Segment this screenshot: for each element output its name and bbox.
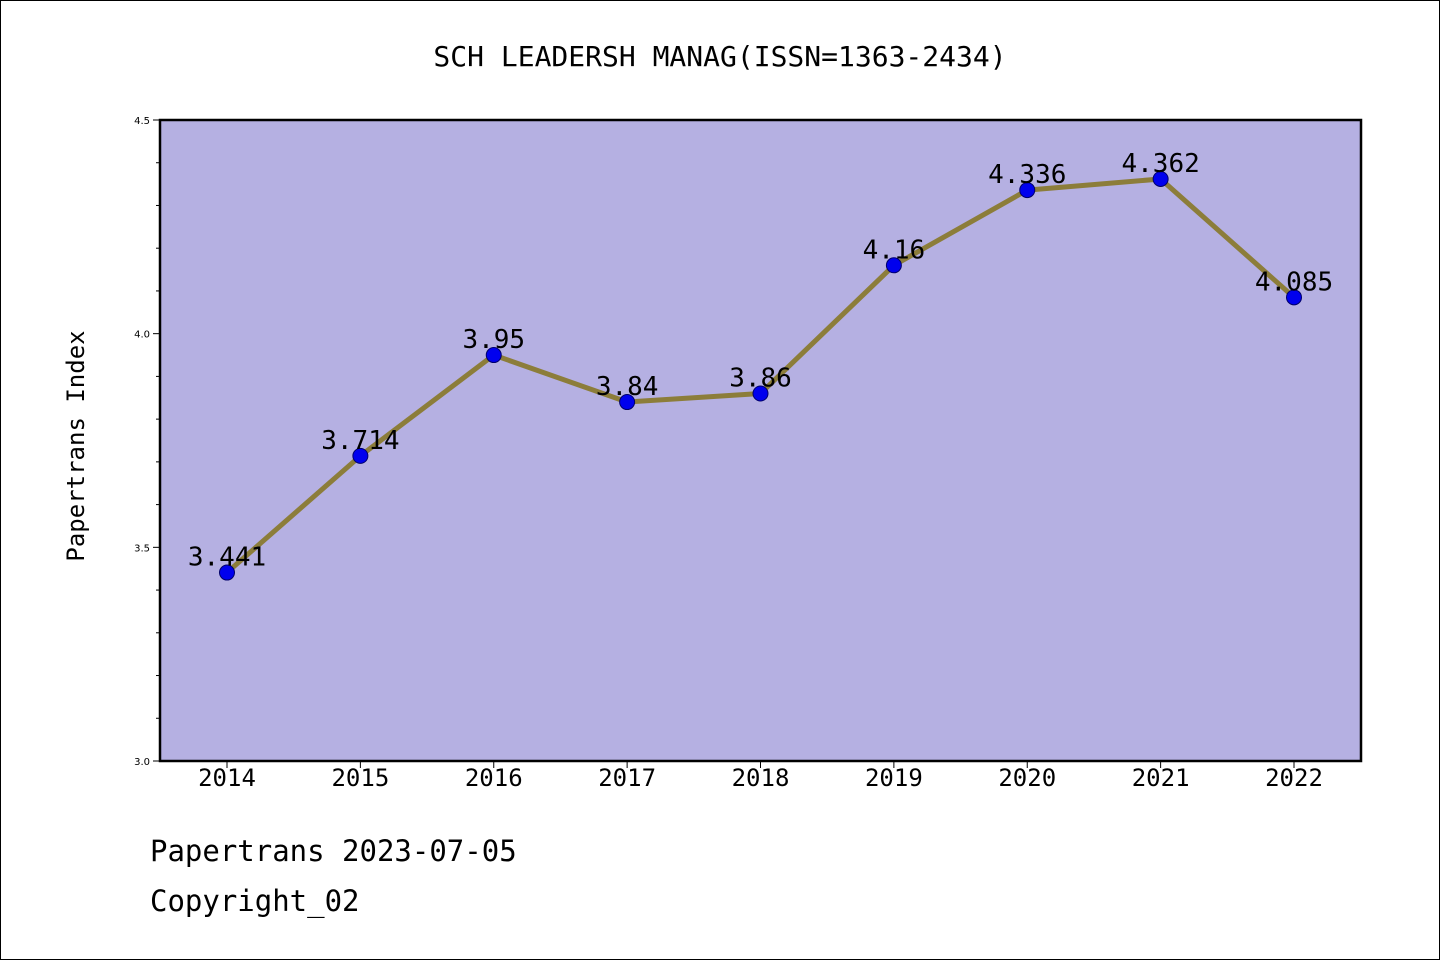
data-point: [1152, 170, 1169, 187]
series-line-group: [219, 170, 1302, 581]
x-tick-label: 2022: [1265, 764, 1323, 792]
footer-date: Papertrans 2023-07-05: [150, 834, 517, 868]
data-label: 3.95: [462, 325, 525, 355]
data-label: 3.84: [596, 372, 659, 402]
data-point: [485, 347, 502, 364]
data-label: 4.085: [1255, 267, 1333, 297]
x-tick-label: 2014: [198, 764, 256, 792]
axis-ticks: 3.0 3.5 4.0 4.5 2014 2015 2016 2017 2018 2019 2020…: [134, 116, 1323, 792]
data-point: [752, 385, 769, 402]
data-point: [885, 257, 902, 274]
data-point: [219, 564, 235, 581]
data-label: 3.441: [188, 543, 266, 573]
data-point: [1019, 182, 1036, 199]
data-label-group: 3.441 3.714 3.95 3.84 3.86 4.16 4.336 4.362 4.08…: [188, 149, 1333, 573]
data-point: [619, 394, 636, 411]
footer-copyright: Copyright_02: [150, 884, 360, 918]
x-tick-label: 2015: [331, 764, 389, 792]
x-tick-label: 2016: [465, 764, 523, 792]
y-tick-label: 3.0: [134, 757, 150, 768]
data-label: 4.16: [863, 235, 926, 265]
y-tick-label: 4.0: [134, 330, 150, 341]
plot-area: [160, 120, 1361, 761]
plot-border: [158, 118, 1363, 763]
x-tick-label: 2020: [998, 764, 1056, 792]
data-label: 3.714: [321, 426, 399, 456]
data-label: 3.86: [729, 363, 792, 393]
data-point: [1286, 289, 1302, 306]
data-label: 4.336: [988, 160, 1066, 190]
y-axis-label: Papertrans Index: [62, 330, 90, 561]
data-label: 4.362: [1121, 149, 1199, 179]
x-tick-label: 2021: [1132, 764, 1190, 792]
chart-title: SCH LEADERSH MANAG(ISSN=1363-2434): [433, 40, 1006, 73]
data-point: [352, 447, 369, 464]
x-tick-label: 2018: [732, 764, 790, 792]
y-tick-label: 3.5: [134, 543, 150, 554]
x-tick-label: 2017: [598, 764, 656, 792]
y-tick-label: 4.5: [134, 116, 150, 127]
x-tick-label: 2019: [865, 764, 923, 792]
